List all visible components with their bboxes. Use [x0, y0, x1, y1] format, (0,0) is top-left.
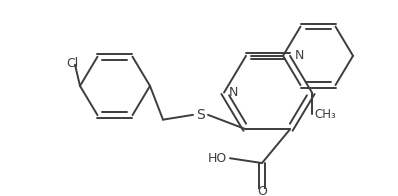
- Text: CH₃: CH₃: [314, 109, 336, 122]
- Text: HO: HO: [208, 152, 227, 165]
- Text: O: O: [257, 185, 267, 196]
- Text: N: N: [229, 86, 238, 99]
- Text: S: S: [197, 108, 205, 122]
- Text: N: N: [295, 49, 304, 62]
- Text: Cl: Cl: [66, 57, 78, 70]
